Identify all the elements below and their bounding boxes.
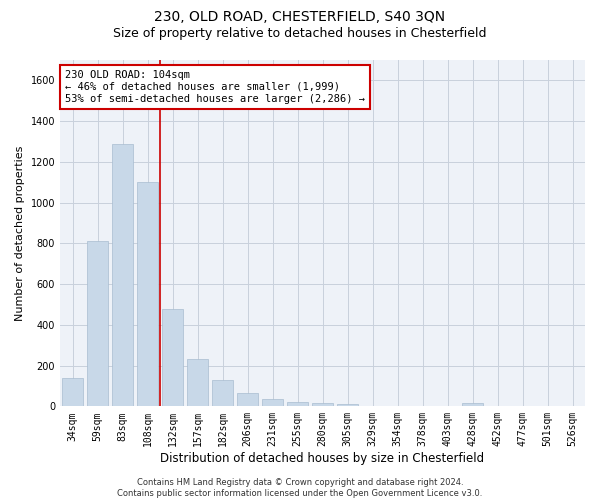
Y-axis label: Number of detached properties: Number of detached properties xyxy=(15,146,25,321)
Bar xyxy=(462,404,483,406)
Bar xyxy=(187,360,208,406)
Bar xyxy=(62,378,83,406)
Bar xyxy=(312,404,333,406)
Bar xyxy=(162,308,183,406)
Text: Contains HM Land Registry data © Crown copyright and database right 2024.
Contai: Contains HM Land Registry data © Crown c… xyxy=(118,478,482,498)
Bar xyxy=(287,402,308,406)
Bar xyxy=(212,380,233,406)
Bar xyxy=(87,242,108,406)
Bar xyxy=(337,404,358,406)
Bar xyxy=(237,393,258,406)
Text: 230 OLD ROAD: 104sqm
← 46% of detached houses are smaller (1,999)
53% of semi-de: 230 OLD ROAD: 104sqm ← 46% of detached h… xyxy=(65,70,365,104)
Text: Size of property relative to detached houses in Chesterfield: Size of property relative to detached ho… xyxy=(113,28,487,40)
X-axis label: Distribution of detached houses by size in Chesterfield: Distribution of detached houses by size … xyxy=(160,452,485,465)
Text: 230, OLD ROAD, CHESTERFIELD, S40 3QN: 230, OLD ROAD, CHESTERFIELD, S40 3QN xyxy=(154,10,446,24)
Bar xyxy=(137,182,158,406)
Bar xyxy=(262,398,283,406)
Bar xyxy=(112,144,133,406)
